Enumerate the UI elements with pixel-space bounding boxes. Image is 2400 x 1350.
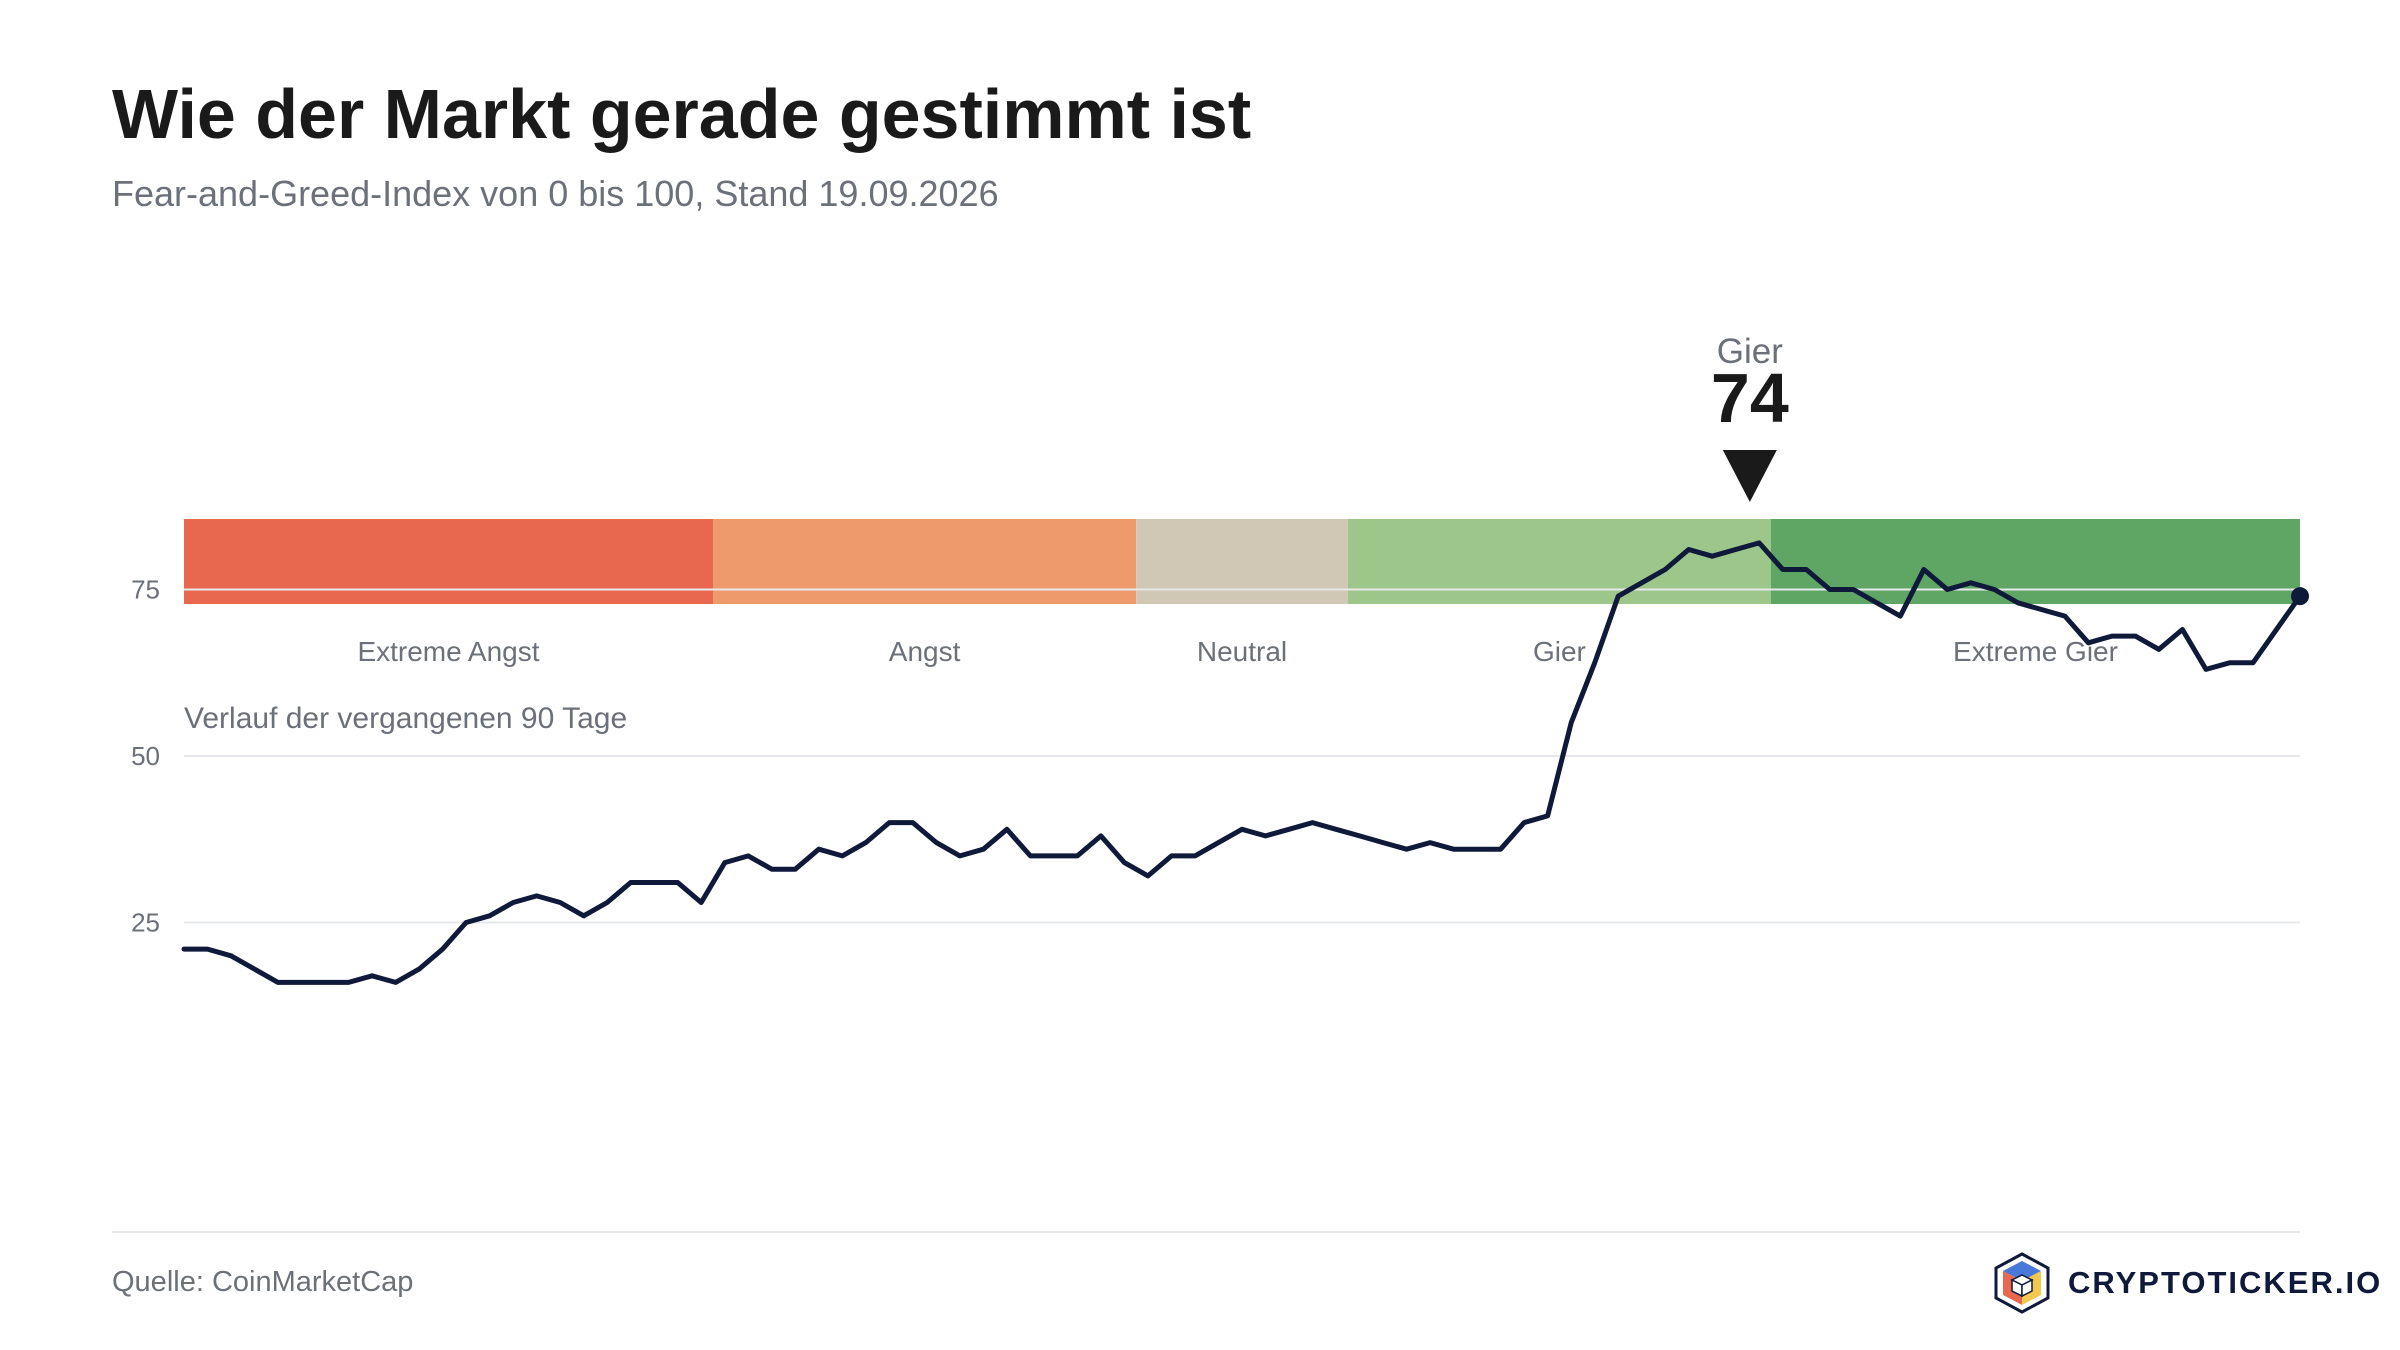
gauge-segment (184, 519, 713, 604)
cube-logo-icon (1994, 1252, 2050, 1314)
gauge-pointer (1722, 450, 1777, 502)
gauge-segment-label: Angst (889, 636, 961, 667)
gauge-segment-label: Extreme Angst (357, 636, 539, 667)
history-chart: Verlauf der vergangenen 90 Tage 25 50 75 (131, 540, 2309, 985)
gauge-value: 74 (1711, 359, 1789, 437)
footer-divider (112, 1231, 2300, 1233)
chart-title: Wie der Markt gerade gestimmt ist (112, 75, 1252, 153)
gauge-segment-label: Neutral (1197, 636, 1287, 667)
current-value-point (2291, 587, 2309, 606)
y-tick-label: 75 (131, 575, 160, 605)
gauge-segment-label: Gier (1533, 636, 1586, 667)
chart-subtitle: Fear-and-Greed-Index von 0 bis 100, Stan… (112, 173, 999, 214)
brand-name: CRYPTOTICKER.IO (2068, 1265, 2383, 1300)
gauge-segment (713, 519, 1137, 604)
source-note: Quelle: CoinMarketCap (112, 1266, 414, 1298)
gauge-segment (1136, 519, 1348, 604)
brand[interactable]: CRYPTOTICKER.IO (1990, 1248, 2382, 1318)
history-line (181, 540, 2303, 985)
gauge-value-label: Gier (1717, 332, 1783, 371)
y-tick-label: 25 (131, 908, 160, 938)
history-title: Verlauf der vergangenen 90 Tage (184, 702, 627, 735)
y-tick-label: 50 (131, 741, 160, 771)
gauge-segment (1347, 519, 1771, 604)
gauge: Extreme Angst Angst Neutral Gier Extreme Gie… (184, 332, 2300, 667)
